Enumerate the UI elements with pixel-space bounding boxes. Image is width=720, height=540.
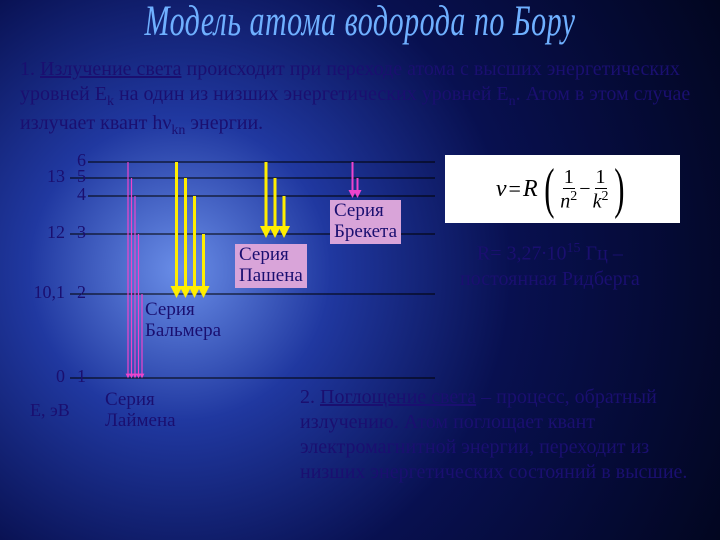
- series-label-brackett: СерияБрекета: [330, 200, 401, 244]
- energy-label-0: 0: [17, 366, 65, 387]
- series-label-paschen: СерияПашена: [235, 244, 307, 288]
- energy-label-12: 12: [17, 222, 65, 243]
- energy-label-10,1: 10,1: [17, 282, 65, 303]
- energy-label-13: 13: [17, 166, 65, 187]
- energy-level-diagram: [0, 0, 720, 540]
- level-label-n2: 2: [70, 282, 86, 303]
- level-label-n4: 4: [70, 184, 86, 205]
- series-label-lyman: СерияЛаймена: [105, 390, 176, 432]
- series-label-balmer: СерияБальмера: [145, 300, 221, 342]
- level-label-n3: 3: [70, 222, 86, 243]
- level-label-n1: 1: [70, 366, 86, 387]
